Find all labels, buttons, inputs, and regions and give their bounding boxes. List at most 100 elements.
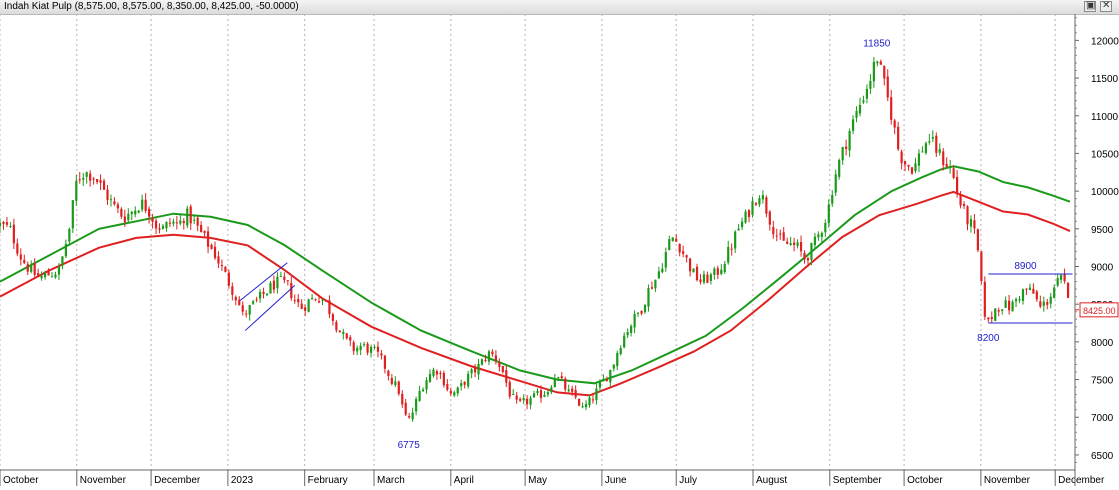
candle-body <box>806 258 810 261</box>
candle-body <box>148 208 151 217</box>
candle-body <box>1066 282 1070 298</box>
candle-body <box>997 310 1000 312</box>
candle-body <box>512 394 515 396</box>
candle-body <box>71 200 74 229</box>
candle-body <box>1035 291 1038 300</box>
candle-body <box>917 153 921 166</box>
candle-body <box>557 377 560 379</box>
candle-body <box>113 201 116 205</box>
candle-body <box>1008 300 1011 311</box>
candle-body <box>61 256 64 266</box>
candle-body <box>737 228 740 231</box>
candle-body <box>342 331 345 335</box>
candle-body <box>397 381 400 394</box>
candle-body <box>480 359 484 365</box>
candle-body <box>0 222 2 227</box>
candle-body <box>352 342 355 352</box>
candle-body <box>931 137 934 139</box>
moving-average-line <box>0 190 1071 397</box>
candle-body <box>85 172 88 177</box>
candle-body <box>5 222 9 225</box>
candle-body <box>394 381 397 386</box>
candle-body <box>43 273 47 278</box>
candle-body <box>328 300 331 315</box>
candle-body <box>120 208 123 217</box>
candle-body <box>976 229 980 251</box>
candle-body <box>938 149 941 153</box>
candle-body <box>921 151 924 153</box>
candle-body <box>692 268 695 273</box>
candle-body <box>279 275 282 277</box>
candle-body <box>241 305 244 312</box>
candle-body <box>356 348 359 352</box>
candle-body <box>376 346 380 352</box>
candle-body <box>952 168 955 178</box>
candle-body <box>1004 300 1007 308</box>
candle-body <box>16 243 19 254</box>
candle-body <box>949 165 952 168</box>
moving-average-line <box>0 165 1071 385</box>
candle-body <box>966 206 969 225</box>
candle-body <box>903 161 907 165</box>
candle-body <box>439 372 442 375</box>
candle-body <box>463 381 466 385</box>
price-chart[interactable]: 11850 6775 8900 8200 October November Decembe… <box>0 14 1119 490</box>
candle-body <box>602 379 605 382</box>
candle-body <box>276 276 279 289</box>
candle-body <box>1049 296 1052 304</box>
x-tick-label: May <box>528 475 547 486</box>
candle-body <box>786 241 789 244</box>
candle-body <box>1046 302 1049 305</box>
candle-body <box>768 211 771 225</box>
candle-body <box>612 364 615 369</box>
trend-channel-line <box>239 262 288 301</box>
candle-body <box>720 269 723 275</box>
candle-body <box>9 226 12 228</box>
close-window-button[interactable]: ✕ <box>1100 0 1112 12</box>
candle-body <box>744 211 747 223</box>
candle-body <box>307 299 310 312</box>
candle-body <box>872 61 875 82</box>
candle-body <box>109 199 113 201</box>
candle-body <box>1021 289 1025 301</box>
candle-body <box>623 335 626 348</box>
candle-body <box>498 362 501 367</box>
candle-body <box>421 389 425 392</box>
candle-body <box>130 211 133 214</box>
candle-body <box>224 266 227 272</box>
candle-body <box>255 299 258 301</box>
candle-body <box>418 390 421 401</box>
x-tick-label: December <box>154 475 201 486</box>
candle-body <box>959 194 962 206</box>
candle-body <box>772 227 775 235</box>
candle-body <box>775 235 778 237</box>
candle-body <box>571 388 574 392</box>
candle-body <box>595 388 598 401</box>
candle-body <box>983 281 986 317</box>
candle-body <box>924 143 927 154</box>
candle-body <box>519 399 522 401</box>
candle-body <box>99 180 102 183</box>
candle-body <box>987 317 990 320</box>
candle-body <box>369 346 373 353</box>
candle-body <box>955 176 959 194</box>
x-tick-label: September <box>833 475 883 486</box>
candle-body <box>897 126 900 150</box>
restore-window-button[interactable]: ▣ <box>1084 0 1096 12</box>
y-tick-label: 11500 <box>1091 74 1119 85</box>
candle-body <box>827 204 830 224</box>
x-tick-label: August <box>756 475 787 486</box>
candle-body <box>245 313 248 315</box>
y-tick-label: 7000 <box>1091 413 1114 424</box>
candle-body <box>727 246 730 263</box>
candle-body <box>865 88 869 99</box>
candle-body <box>23 259 26 264</box>
annotations: 11850 6775 8900 8200 <box>239 39 1073 451</box>
candle-body <box>536 390 539 393</box>
candle-body <box>633 313 636 328</box>
candle-body <box>432 369 435 376</box>
candle-body <box>1014 299 1018 302</box>
candle-body <box>824 223 827 233</box>
candle-body <box>855 110 858 118</box>
candle-body <box>269 282 272 294</box>
